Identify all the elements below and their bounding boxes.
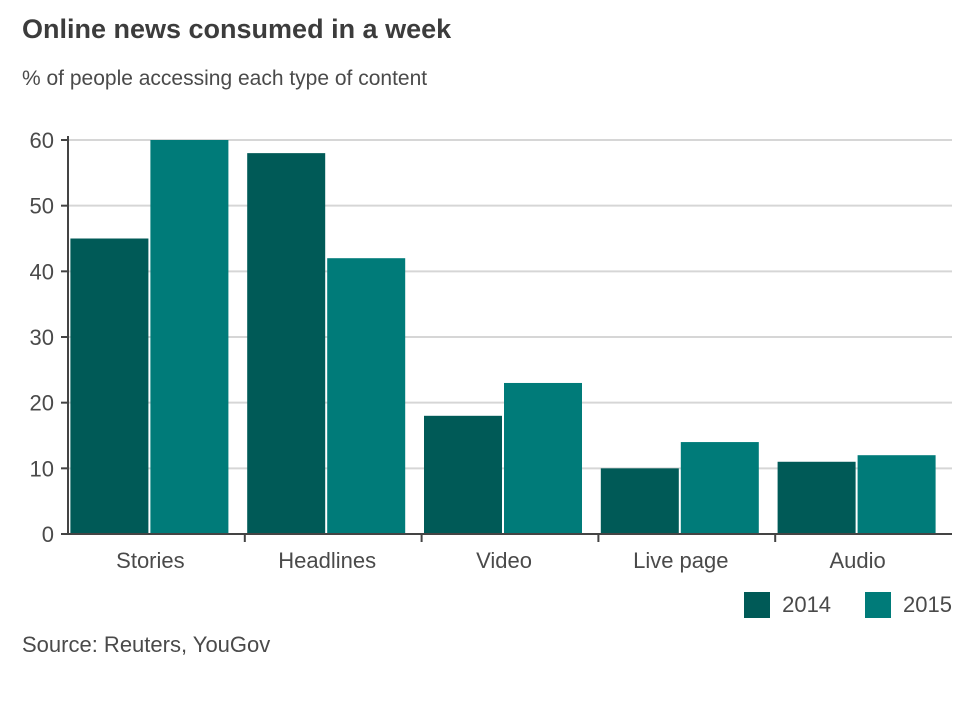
- legend-item-2014: 2014: [744, 592, 831, 618]
- bar-stories-2015: [150, 140, 229, 534]
- bar-headlines-2015: [327, 258, 406, 534]
- bar-audio-2014: [777, 461, 856, 534]
- bars: [70, 140, 936, 534]
- legend-item-2015: 2015: [865, 592, 952, 618]
- x-tick-label-stories: Stories: [116, 548, 184, 573]
- y-tick-label-30: 30: [30, 325, 54, 350]
- legend: 2014 2015: [744, 592, 952, 618]
- x-tick-label-headlines: Headlines: [278, 548, 376, 573]
- x-tick-label-live-page: Live page: [633, 548, 728, 573]
- bar-headlines-2014: [247, 153, 326, 534]
- legend-swatch-2014: [744, 592, 771, 618]
- legend-label-2015: 2015: [903, 592, 952, 617]
- x-tick-label-video: Video: [476, 548, 532, 573]
- x-tick-label-audio: Audio: [829, 548, 885, 573]
- y-tick-label-10: 10: [30, 456, 54, 481]
- axes: [67, 136, 952, 542]
- bar-stories-2014: [70, 238, 149, 534]
- y-tick-label-20: 20: [30, 391, 54, 416]
- source-note: Source: Reuters, YouGov: [22, 632, 271, 657]
- y-tick-label-0: 0: [42, 522, 54, 547]
- tick-labels: 0 10 20 30 40 50 60 Stories Headlines Video Live p…: [30, 128, 886, 573]
- bar-live-page-2015: [680, 442, 759, 534]
- bar-live-page-2014: [600, 468, 679, 534]
- legend-label-2014: 2014: [782, 592, 832, 617]
- legend-swatch-2015: [865, 592, 892, 618]
- bar-video-2014: [424, 415, 502, 534]
- bar-audio-2015: [857, 455, 936, 534]
- chart-title: Online news consumed in a week: [22, 14, 452, 44]
- chart-subtitle: % of people accessing each type of conte…: [22, 67, 428, 90]
- y-tick-label-40: 40: [30, 259, 54, 284]
- y-tick-label-50: 50: [30, 194, 54, 219]
- y-tick-label-60: 60: [30, 128, 54, 153]
- bar-video-2015: [504, 382, 582, 534]
